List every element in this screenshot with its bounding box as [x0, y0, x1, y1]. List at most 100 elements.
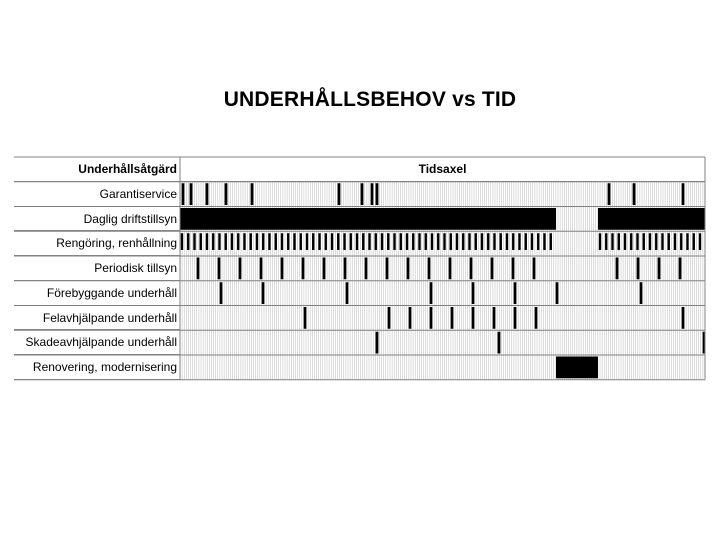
event-bar [429, 282, 433, 304]
cleaning-mark [337, 233, 340, 250]
cleaning-mark [412, 233, 415, 250]
event-bar [196, 257, 200, 280]
cleaning-mark [630, 233, 633, 250]
cleaning-mark [655, 233, 658, 250]
event-bar [322, 257, 326, 280]
event-bar [450, 307, 454, 329]
cleaning-mark [312, 233, 315, 250]
cleaning-mark [380, 233, 384, 250]
event-bar [261, 282, 265, 304]
event-bar [471, 282, 475, 304]
event-bar [532, 257, 536, 280]
cleaning-mark [537, 233, 540, 250]
event-bar [427, 257, 431, 280]
event-bar [280, 257, 284, 280]
event-bar [375, 183, 379, 205]
event-bar [259, 257, 263, 280]
cleaning-mark [405, 233, 409, 250]
cleaning-mark [480, 233, 484, 250]
cleaning-mark [468, 233, 471, 250]
page-title: UNDERHÅLLSBEHOV vs TID [223, 88, 517, 111]
cleaning-mark [424, 233, 427, 250]
cleaning-mark [362, 233, 365, 250]
cleaning-mark [455, 233, 459, 250]
cleaning-mark [418, 233, 421, 250]
cleaning-mark [224, 233, 227, 250]
timeline-marks [180, 183, 706, 379]
cleaning-mark [605, 233, 608, 250]
event-bar [497, 331, 501, 354]
event-bar [511, 257, 515, 280]
event-bar [219, 282, 223, 304]
event-bar [375, 331, 379, 354]
cleaning-mark [287, 233, 290, 250]
event-bar [513, 282, 517, 304]
event-bar [429, 307, 433, 329]
cleaning-mark [648, 233, 652, 250]
event-bar [250, 183, 254, 205]
grid-borders [14, 156, 706, 381]
cleaning-mark [505, 233, 509, 250]
continuous-block [556, 356, 598, 379]
event-bar [360, 183, 364, 205]
event-bar [406, 257, 410, 280]
continuous-block [180, 208, 556, 230]
cleaning-mark [667, 233, 670, 250]
event-bar [555, 282, 559, 304]
cleaning-mark [393, 233, 396, 250]
cleaning-mark [205, 233, 209, 250]
cleaning-mark [611, 233, 614, 250]
cleaning-mark [462, 233, 465, 250]
cleaning-mark [237, 233, 240, 250]
cleaning-mark [474, 233, 477, 250]
event-bar [639, 282, 643, 304]
event-bar [364, 257, 368, 280]
event-bar [615, 257, 619, 280]
cleaning-mark [343, 233, 346, 250]
cleaning-mark [193, 233, 196, 250]
event-bar [490, 257, 494, 280]
cleaning-mark [399, 233, 402, 250]
cleaning-mark [487, 233, 490, 250]
event-bar [657, 257, 661, 280]
event-bar [303, 307, 307, 329]
event-bar [471, 307, 475, 329]
cleaning-mark [274, 233, 277, 250]
cleaning-mark [374, 233, 377, 250]
cleaning-mark [387, 233, 390, 250]
cleaning-mark [318, 233, 321, 250]
cleaning-mark [349, 233, 352, 250]
event-bar [238, 257, 242, 280]
event-bar [301, 257, 305, 280]
cleaning-mark [524, 233, 527, 250]
cleaning-mark [330, 233, 334, 250]
cleaning-mark [518, 233, 521, 250]
event-bar [636, 257, 640, 280]
cleaning-mark [255, 233, 259, 250]
cleaning-mark [243, 233, 246, 250]
cleaning-mark [642, 233, 645, 250]
cleaning-mark [249, 233, 252, 250]
cleaning-mark [698, 233, 702, 250]
cleaning-mark [324, 233, 327, 250]
event-bar [408, 307, 412, 329]
cleaning-mark [673, 233, 677, 250]
cleaning-mark [293, 233, 296, 250]
event-bar [181, 183, 185, 205]
event-bar [607, 183, 611, 205]
event-bar [189, 183, 193, 205]
cleaning-mark [218, 233, 221, 250]
event-bar [217, 257, 221, 280]
cleaning-mark [636, 233, 639, 250]
cleaning-mark [199, 233, 202, 250]
cleaning-mark [180, 233, 184, 250]
cleaning-mark [280, 233, 284, 250]
cleaning-mark [187, 233, 190, 250]
cleaning-mark [499, 233, 502, 250]
event-bar [224, 183, 228, 205]
event-bar [492, 307, 496, 329]
cleaning-mark [443, 233, 446, 250]
cleaning-mark [623, 233, 627, 250]
continuous-block [598, 208, 705, 230]
